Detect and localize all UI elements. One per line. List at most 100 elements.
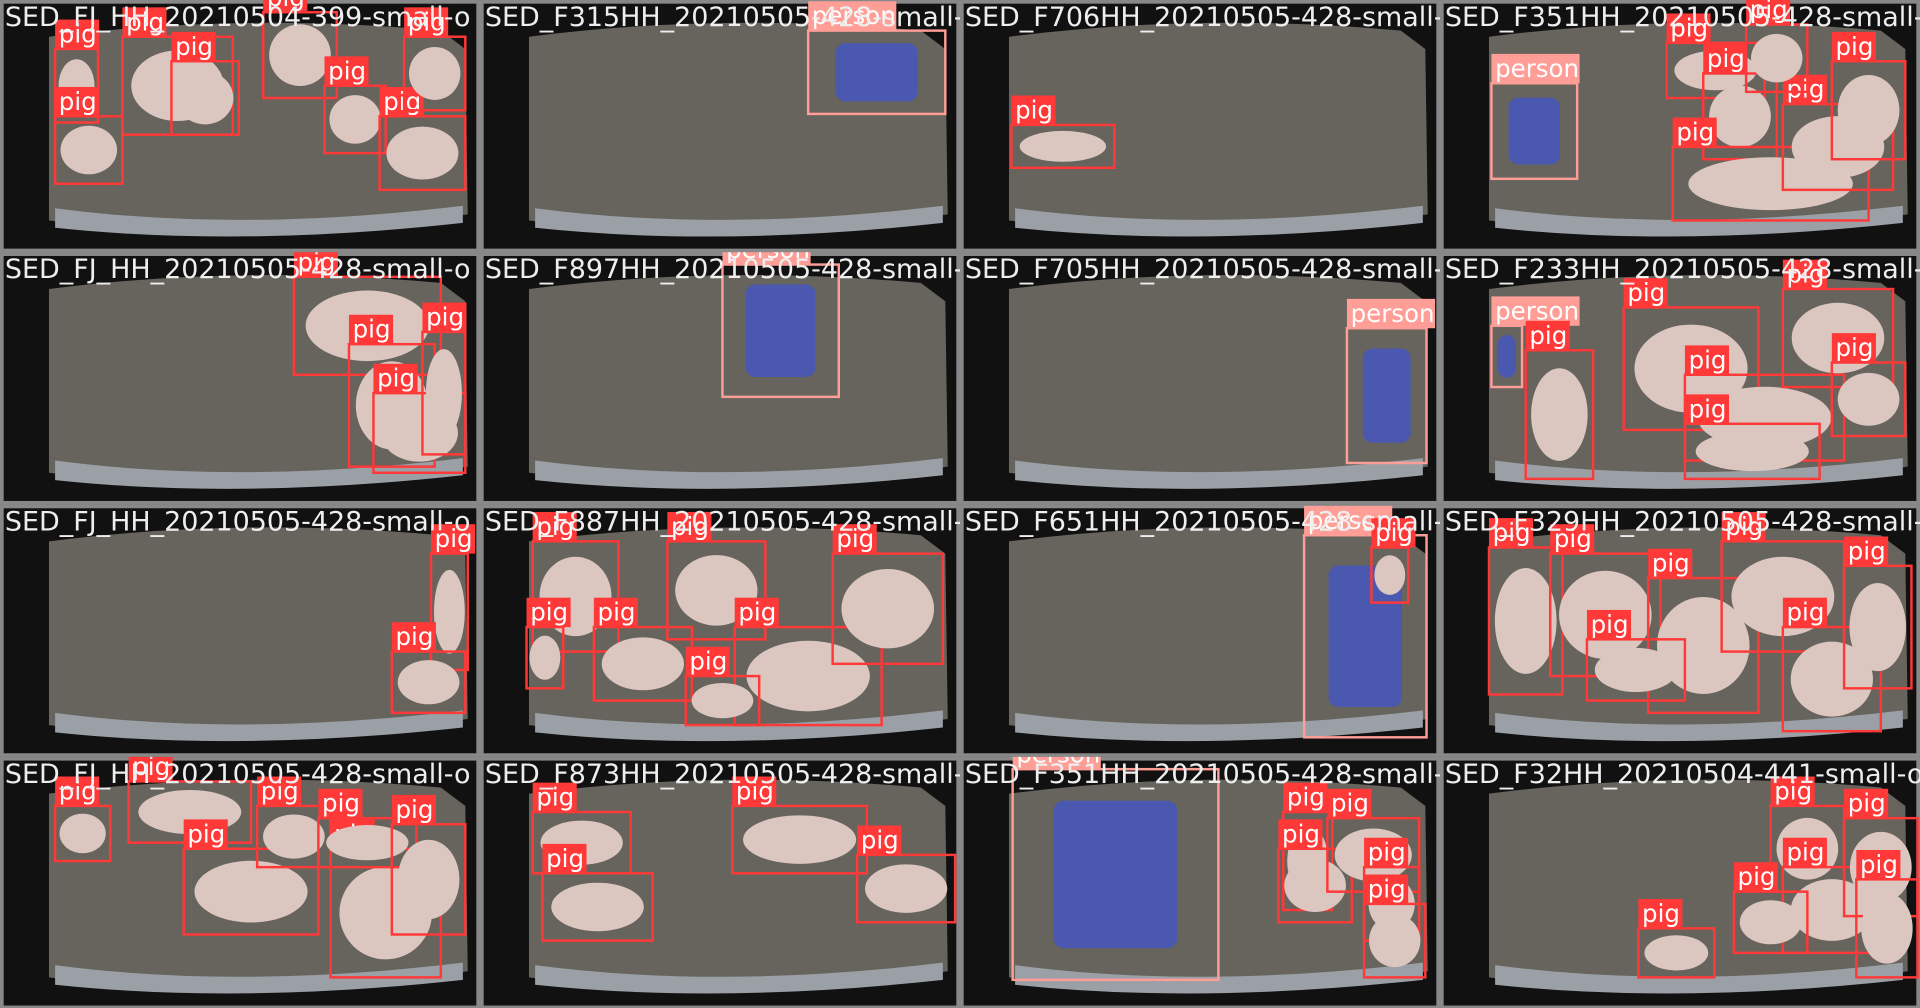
- pig-body: [1739, 900, 1802, 945]
- pen-rail: [535, 205, 943, 237]
- pen-floor: [1008, 22, 1428, 232]
- bbox-label-bg: [1327, 788, 1372, 819]
- bbox-label: pig: [1787, 260, 1825, 289]
- bbox-label: pig: [1774, 776, 1812, 805]
- bbox-label: pig: [396, 622, 434, 651]
- tile-title: SED_F705HH_20210505-428-small-o: [965, 254, 1461, 285]
- bbox-label-bg: [122, 7, 167, 37]
- bbox-label-bg: [734, 597, 779, 628]
- tile: pigpigpigpigpigpigpigSED_FJ_HH_20210505-…: [0, 756, 480, 1008]
- pig-body: [1861, 893, 1913, 964]
- pen-rail: [1015, 205, 1423, 237]
- bbox-label-bg: [318, 788, 363, 819]
- pen-rail: [55, 458, 463, 489]
- person-body: [1497, 334, 1516, 378]
- bbox-label-bg: [55, 19, 100, 49]
- bbox-label: pig: [408, 7, 446, 36]
- tile: pigpigpigpigpigpigpigSED_F887HH_20210505…: [480, 504, 981, 757]
- bbox-label: pig: [1750, 0, 1788, 24]
- bbox-label: pig: [435, 524, 473, 553]
- tile-title: SED_F887HH_20210505-428-small-o: [485, 506, 981, 537]
- pig-body: [194, 860, 308, 923]
- bbox-label-bg: [422, 302, 467, 332]
- bbox: [317, 816, 418, 869]
- bbox-label: pig: [1591, 610, 1629, 639]
- bbox-label: pig: [1787, 75, 1825, 104]
- pig-body: [529, 635, 561, 680]
- bbox: [855, 853, 957, 924]
- bbox-label-bg: [1684, 394, 1729, 424]
- bbox-label: pig: [377, 364, 415, 393]
- pen-rail: [535, 458, 943, 489]
- tile-title: SED_F651HH_20210505-428-small-o: [965, 506, 1461, 537]
- pig-body: [433, 569, 465, 654]
- bbox: [831, 552, 945, 666]
- bbox-label-bg: [722, 252, 811, 265]
- person-body: [745, 284, 816, 377]
- pen-rail: [55, 710, 463, 742]
- bbox-label: pig: [738, 598, 776, 627]
- bbox-label: pig: [261, 776, 299, 805]
- bbox-label-bg: [685, 646, 730, 677]
- bbox-label-bg: [1364, 837, 1409, 868]
- bbox-label-bg: [808, 1, 897, 31]
- tile: personpigpigpigpigpigpigSED_F233HH_20210…: [1440, 252, 1920, 505]
- bbox: [1671, 145, 1870, 222]
- pig-body: [864, 864, 948, 913]
- bbox-label: pig: [396, 795, 434, 824]
- bbox-label: pig: [1689, 394, 1727, 423]
- bbox-label: pig: [1331, 789, 1369, 818]
- pig-body: [1790, 641, 1873, 717]
- bbox-label: pig: [861, 825, 899, 854]
- bbox-label: pig: [671, 512, 709, 541]
- bbox-label-bg: [1733, 862, 1778, 892]
- bbox-label-bg: [1011, 95, 1056, 125]
- pig-body: [1368, 914, 1421, 968]
- bbox-label: pig: [689, 647, 727, 676]
- bbox-label-bg: [1648, 548, 1693, 579]
- tile-title: SED_F873HH_20210505-428-small-o: [485, 759, 981, 790]
- pig-body: [1837, 372, 1900, 426]
- bbox-label-bg: [542, 843, 587, 874]
- pig-body: [743, 815, 857, 864]
- pig-body: [1751, 33, 1803, 83]
- bbox-label: pig: [187, 819, 225, 848]
- bbox: [1010, 123, 1116, 170]
- bbox-label-bg: [171, 31, 216, 62]
- bbox-label: pig: [1652, 549, 1690, 578]
- bbox-label: pig: [1282, 819, 1320, 848]
- pig-body: [1531, 368, 1588, 461]
- bbox-label-bg: [1782, 837, 1827, 868]
- pig-body: [601, 637, 684, 691]
- bbox-label-bg: [404, 7, 449, 37]
- tile-title: SED_F329HH_20210505-428-small-o: [1445, 506, 1920, 537]
- tile: pig pigpigpigpigpigpigSED_F329HH_20210505…: [1440, 504, 1920, 757]
- pig-body: [269, 24, 331, 86]
- pig-body: [1494, 568, 1557, 674]
- bbox-label-bg: [1721, 511, 1766, 542]
- bbox-label-bg: [1012, 756, 1101, 770]
- bbox-label-bg: [1278, 819, 1323, 849]
- pen-rail: [1015, 458, 1423, 489]
- bbox-label: pig: [1375, 518, 1413, 547]
- pig-body: [60, 125, 118, 175]
- bbox-label: person: [1495, 296, 1579, 325]
- tile-title: SED_F351HH_20210505-428-small-o: [1445, 2, 1920, 33]
- pig-body: [1849, 582, 1907, 672]
- bbox-label: pig: [1015, 95, 1053, 124]
- pig-body: [691, 682, 754, 719]
- tile: personpigpigpigpigpigSED_F351HH_20210505…: [960, 756, 1440, 1008]
- bbox-label-bg: [1746, 0, 1791, 25]
- bbox-label: person: [1495, 54, 1579, 83]
- tile-title: SED_F706HH_20210505-428-small-o: [965, 2, 1461, 33]
- bbox-label: pig: [267, 0, 305, 12]
- bbox: [1683, 422, 1821, 481]
- tile: person SED_F705HH_20210505-428-small-o: [960, 252, 1461, 505]
- bbox: [182, 847, 320, 936]
- bbox-label-bg: [55, 776, 100, 806]
